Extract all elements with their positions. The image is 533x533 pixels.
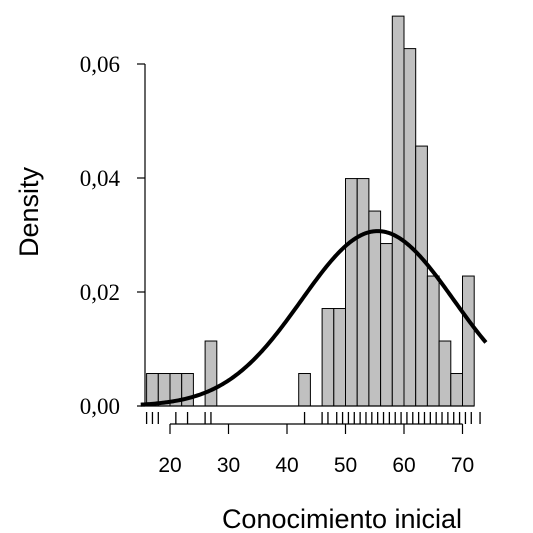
curve-layer	[140, 229, 488, 407]
histogram-bar	[356, 178, 370, 407]
x-tick-label: 20	[158, 454, 181, 477]
y-tick-label: 0,02	[80, 280, 120, 305]
bars-layer	[140, 15, 475, 407]
x-axis-title: Conocimiento inicial	[222, 504, 462, 533]
y-tick-label: 0,00	[80, 394, 120, 419]
rug-layer	[145, 412, 481, 424]
histogram-bar	[146, 373, 159, 407]
histogram-bar	[462, 275, 475, 407]
histogram-bar	[450, 373, 463, 407]
y-tick-label: 0,06	[80, 52, 120, 77]
histogram-bar	[391, 15, 405, 407]
histogram-bar	[438, 340, 452, 407]
y-axis: 0,00 0,02 0,04 0,06	[80, 52, 146, 419]
histogram-bar	[333, 308, 346, 407]
x-tick-label: 50	[334, 454, 357, 477]
histogram-bar	[321, 308, 335, 407]
y-axis-title: Density	[14, 166, 44, 257]
histogram-bar	[345, 178, 358, 407]
histogram-bar	[368, 210, 382, 407]
x-tick-label: 70	[451, 454, 474, 477]
y-tick-label: 0,04	[80, 166, 121, 191]
x-tick-label: 30	[217, 454, 240, 477]
normal-density-curve	[140, 229, 488, 407]
histogram-bar	[403, 48, 417, 407]
x-tick-label: 40	[275, 454, 298, 477]
histogram-bar	[415, 145, 428, 407]
histogram-bar	[298, 373, 311, 407]
histogram-bar	[380, 243, 393, 407]
histogram-bar	[426, 275, 440, 407]
x-tick-label: 60	[392, 454, 415, 477]
histogram-bar	[204, 340, 218, 407]
x-axis: 20 30 40 50 60 70	[158, 423, 474, 477]
